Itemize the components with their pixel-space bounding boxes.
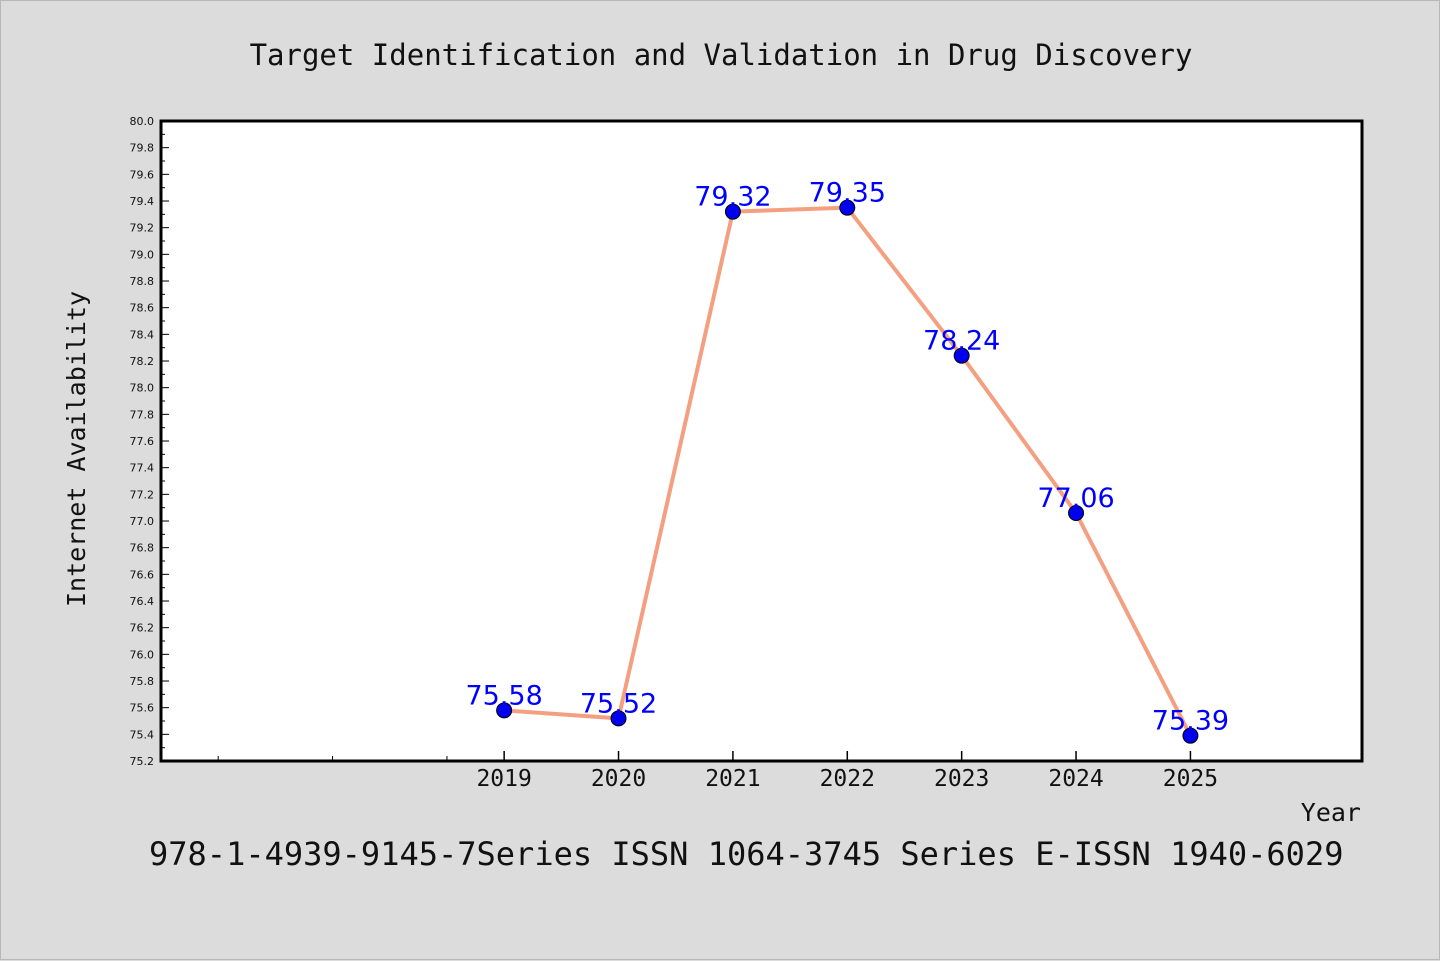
plot-area bbox=[161, 121, 1362, 761]
y-tick-label: 78.0 bbox=[130, 382, 155, 395]
y-tick-label: 78.4 bbox=[130, 328, 155, 341]
data-label: 77.06 bbox=[1037, 483, 1114, 514]
data-point bbox=[839, 199, 856, 216]
y-tick-label: 75.4 bbox=[130, 728, 155, 741]
y-tick-label: 80.0 bbox=[130, 115, 155, 128]
chart-title: Target Identification and Validation in … bbox=[250, 38, 1193, 72]
data-point bbox=[1182, 727, 1199, 744]
y-axis-label: Internet Availability bbox=[62, 291, 91, 607]
data-label: 79.32 bbox=[694, 182, 771, 213]
y-tick-label: 79.8 bbox=[130, 142, 155, 155]
y-tick-label: 77.2 bbox=[130, 488, 155, 501]
y-tick-label: 75.6 bbox=[130, 702, 155, 715]
x-axis-ticks: 2019 2020 2021 2022 2023 2024 2025 bbox=[217, 751, 1218, 792]
x-tick-label: 2019 bbox=[476, 766, 531, 792]
data-point bbox=[724, 203, 741, 220]
y-tick-label: 77.4 bbox=[130, 462, 155, 475]
footer-text: 978-1-4939-9145-7Series ISSN 1064-3745 S… bbox=[149, 835, 1343, 873]
x-axis-label: Year bbox=[1301, 798, 1361, 827]
y-tick-label: 78.2 bbox=[130, 355, 155, 368]
y-tick-label: 75.2 bbox=[130, 755, 155, 768]
y-tick-label: 79.2 bbox=[130, 222, 155, 235]
data-label: 79.35 bbox=[809, 178, 886, 209]
x-tick-label: 2023 bbox=[934, 766, 989, 792]
y-axis-ticks: 75.2 75.4 75.6 75.8 76.0 76.2 76.4 76.6 76.8 77.0… bbox=[130, 115, 169, 768]
data-point bbox=[1068, 505, 1085, 521]
y-tick-label: 77.0 bbox=[130, 515, 155, 528]
y-tick-label: 77.8 bbox=[130, 408, 155, 421]
y-tick-label: 79.6 bbox=[130, 168, 155, 181]
y-tick-label: 76.0 bbox=[130, 648, 155, 661]
y-tick-label: 79.0 bbox=[130, 248, 155, 261]
y-tick-label: 76.4 bbox=[130, 595, 155, 608]
x-tick-label: 2020 bbox=[591, 766, 646, 792]
y-tick-label: 76.8 bbox=[130, 542, 155, 555]
data-label: 75.39 bbox=[1152, 706, 1229, 737]
data-label: 75.58 bbox=[465, 680, 542, 711]
y-tick-label: 78.8 bbox=[130, 275, 155, 288]
data-point bbox=[610, 710, 627, 727]
x-tick-label: 2022 bbox=[820, 766, 875, 792]
y-tick-label: 78.6 bbox=[130, 302, 155, 315]
data-point bbox=[953, 347, 970, 364]
data-label: 75.52 bbox=[580, 688, 657, 719]
plot-frame bbox=[159, 119, 1364, 763]
y-tick-label: 77.6 bbox=[130, 435, 155, 448]
y-tick-label: 76.2 bbox=[130, 622, 155, 635]
data-label: 78.24 bbox=[923, 326, 1000, 357]
y-tick-label: 76.6 bbox=[130, 568, 155, 581]
x-tick-label: 2025 bbox=[1163, 766, 1218, 792]
x-tick-label: 2021 bbox=[705, 766, 760, 792]
y-tick-label: 79.4 bbox=[130, 195, 155, 208]
data-labels: 75.58 75.52 79.32 79.35 78.24 77.06 75.39 bbox=[465, 178, 1229, 737]
data-point bbox=[496, 702, 513, 719]
series-group bbox=[496, 199, 1199, 744]
x-tick-label: 2024 bbox=[1048, 766, 1103, 792]
y-tick-label: 75.8 bbox=[130, 675, 155, 688]
